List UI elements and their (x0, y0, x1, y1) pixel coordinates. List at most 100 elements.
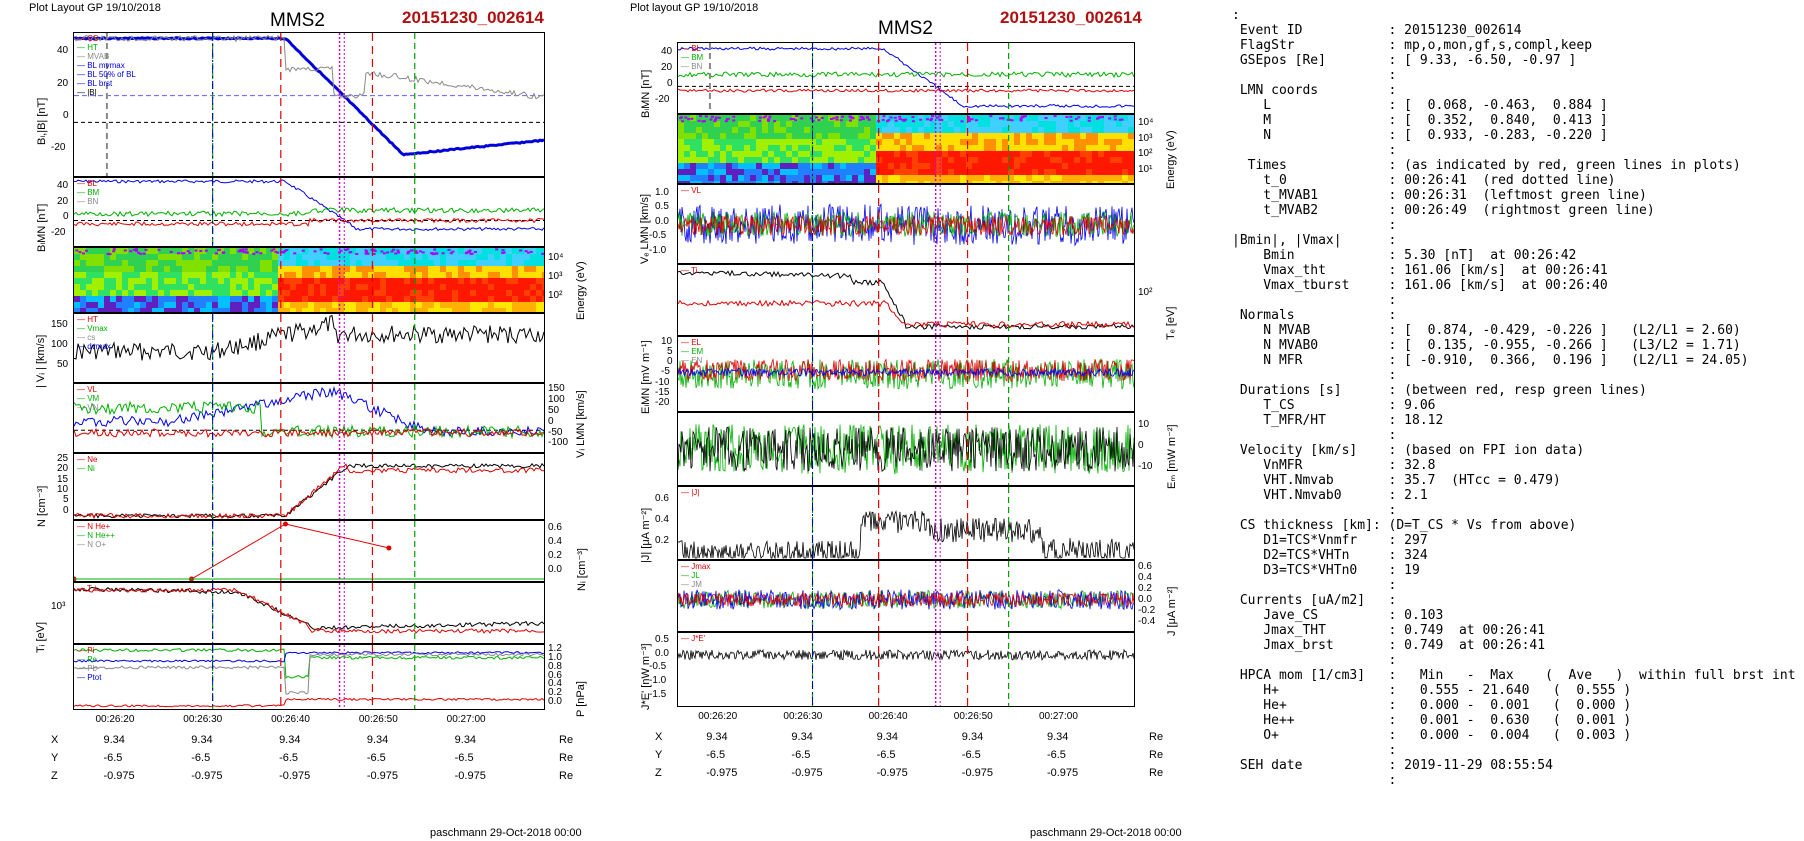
coord-value: -0.975 (1046, 767, 1079, 779)
summary-line: He+ : 0.000 - 0.001 ( 0.000 ) (1232, 698, 1632, 713)
series-j-mag (678, 510, 1134, 559)
left-panel-1-tick: 0 (63, 211, 69, 223)
middle-panel-1-tick: 10¹ (1138, 164, 1153, 175)
middle-panel-4-legend: — EL — EM — EN (681, 338, 703, 365)
coord-unit: Re (559, 734, 574, 746)
middle-panel-7-tick: 0.4 (1138, 571, 1152, 583)
middle-footer: paschmann 29-Oct-2018 00:00 (1030, 827, 1182, 839)
left-panel-7-tick: 10³ (51, 600, 66, 612)
series-vn (678, 214, 1134, 236)
legend-entry: — Ti (681, 266, 698, 275)
middle-panel-5-tick: 10 (1138, 418, 1150, 430)
middle-panel-4-tick: 0 (667, 356, 673, 368)
summary-line: CS thickness [km]: (D=T_CS * Vs from abo… (1232, 518, 1577, 533)
left-panel-1-ylabel: BₗMN [nT] (36, 203, 48, 252)
legend-entry: — T⊥ (77, 584, 99, 593)
legend-entry: — HT (77, 315, 98, 324)
middle-panel-4-tick: 5 (667, 346, 673, 358)
summary-line: T_CS : 9.06 (1232, 398, 1436, 413)
left-panel-1-legend: — BL — BM — BN (77, 179, 99, 206)
coord-value: 9.34 (706, 731, 728, 743)
legend-entry: — VL (77, 385, 98, 394)
coord-value: -0.975 (454, 770, 486, 782)
legend-entry: — N O+ (77, 540, 107, 549)
legend-entry: — EL (681, 338, 702, 347)
summary-line: t_MVAB1 : 00:26:31 (leftmost green line) (1232, 188, 1647, 203)
left-panel-5-legend: — Ne — Ni (77, 455, 97, 473)
middle-panel-7-tick: 0.6 (1138, 560, 1152, 572)
coord-unit: Re (559, 770, 574, 782)
left-panel-8-tick: 0.8 (548, 660, 562, 672)
left-panel-3 (73, 313, 545, 383)
legend-entry: — dvmax (77, 342, 111, 351)
time-tick-label: 00:26:20 (95, 714, 135, 725)
series-jl (678, 589, 1134, 611)
summary-line: : (1232, 743, 1397, 758)
summary-line: |Bmin|, |Vmax| : (1232, 233, 1397, 248)
middle-panel-0-tick: 40 (661, 45, 673, 57)
summary-line: : (1232, 503, 1397, 518)
left-panel-4-tick: 100 (548, 394, 565, 406)
legend-entry: — HT (77, 43, 98, 52)
legend-entry: — VN (77, 403, 99, 412)
left-panel-6-tick: 0.4 (548, 536, 562, 548)
left-panel-3-tick: 100 (51, 339, 68, 350)
series-em-flux (678, 426, 1134, 472)
middle-panel-6-ylabel: |J| [μA m⁻²] (640, 507, 652, 563)
middle-panel-2-legend: — VL (681, 186, 701, 195)
left-panel-1-tick: 40 (57, 180, 69, 192)
legend-entry: — cs (77, 333, 96, 342)
summary-line: t_MVAB2 : 00:26:49 (rightmost green line… (1232, 203, 1655, 218)
coord-value: -6.5 (1046, 749, 1066, 761)
series-ti (678, 269, 1134, 331)
summary-line: HPCA mom [1/cm3] : Min - Max ( Ave ) wit… (1232, 668, 1796, 683)
summary-line: t_0 : 00:26:41 (red dotted line) (1232, 173, 1616, 188)
series-vm (678, 209, 1134, 238)
summary-line: : (1232, 428, 1397, 443)
coord-value: -0.975 (791, 767, 823, 779)
summary-line: : (1232, 218, 1397, 233)
summary-line: Jmax_THT : 0.749 at 00:26:41 (1232, 623, 1546, 638)
left-panel-5-tick: 0 (63, 504, 69, 516)
left-panel-6-legend: — N He+ — N He++ — N O+ (77, 522, 115, 549)
left-panel-8-tick: 0.6 (548, 669, 562, 681)
left-panel-0-legend: — CS — HT — MVAB — BL mvmax — BL 50% of BL — … (77, 34, 136, 97)
time-tick-label: 00:26:50 (358, 714, 398, 725)
coord-value: -6.5 (706, 749, 726, 761)
left-panel-6-tick: 0.0 (548, 563, 562, 575)
left-panel-7-ylabel: Tᵢ [eV] (35, 621, 47, 653)
summary-line: GSEpos [Re] : [ 9.33, -6.50, -0.97 ] (1232, 53, 1577, 68)
summary-line: : (1232, 293, 1397, 308)
coord-value: 9.34 (279, 734, 301, 746)
legend-entry: — Pe (77, 655, 98, 664)
summary-line: O+ : 0.000 - 0.004 ( 0.003 ) (1232, 728, 1632, 743)
left-panel-0-tick: 40 (57, 45, 69, 57)
left-panel-4-tick: -100 (548, 437, 569, 449)
middle-panel-2-plot (678, 185, 1134, 263)
left-panel-8-legend: — Pi — Pe — Pb — Ptot (77, 646, 101, 682)
series-bm (74, 206, 544, 218)
legend-entry: — |B| (77, 88, 97, 97)
coord-value: 9.34 (961, 731, 984, 743)
middle-panel-3-ylabel: Tₑ [eV] (1165, 306, 1177, 340)
legend-entry: — JL (681, 571, 700, 580)
summary-line: M : [ 0.352, 0.840, 0.413 ] (1232, 113, 1608, 128)
left-panel-1-tick: 20 (57, 195, 69, 207)
left-panel-6-ylabel: Nᵢ [cm⁻³] (576, 548, 588, 591)
legend-entry: — BL (681, 44, 702, 53)
middle-panel-2-tick: -1.0 (649, 244, 667, 256)
middle-panel-8-tick: -1.5 (649, 688, 667, 700)
coord-value: 9.34 (191, 734, 213, 746)
legend-entry: — N He++ (77, 531, 115, 540)
middle-panel-1-tick: 10³ (1138, 132, 1153, 144)
middle-panel-7 (677, 560, 1135, 632)
series-bm (678, 71, 1134, 78)
left-panel-2-tick: 10³ (548, 271, 563, 283)
series-pe (74, 697, 544, 708)
left-layout-header: Plot Layout GP 19/10/2018 (29, 2, 161, 14)
left-panel-5-tick: 5 (63, 494, 69, 506)
middle-panel-8 (677, 632, 1135, 707)
left-panel-3-legend: — HT — Vmax — cs — dvmax (77, 315, 111, 351)
coord-value: -0.975 (103, 770, 135, 782)
coord-value: -6.5 (454, 752, 474, 764)
